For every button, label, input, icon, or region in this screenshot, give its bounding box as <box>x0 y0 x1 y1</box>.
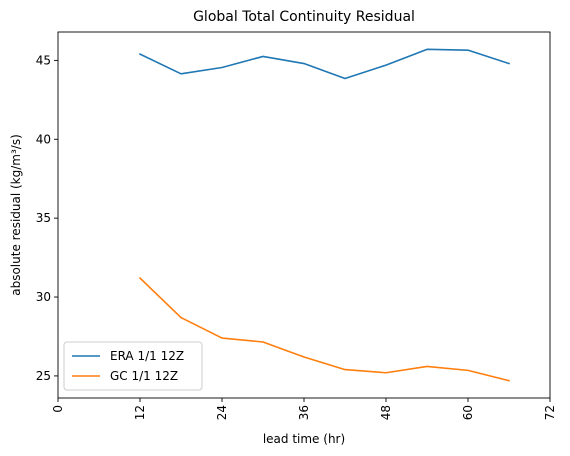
series-layer <box>138 48 511 382</box>
x-tick-label: 48 <box>379 405 393 420</box>
x-tick-label: 72 <box>543 405 557 420</box>
legend-label-2: GC 1/1 12Z <box>110 369 178 383</box>
y-tick-label: 40 <box>36 132 51 146</box>
series-line-1 <box>138 48 511 80</box>
legend-frame <box>63 341 203 391</box>
x-tick-label: 0 <box>51 405 65 413</box>
y-tick-label: 30 <box>36 290 51 304</box>
x-tick-label: 60 <box>461 405 475 420</box>
x-axis-label: lead time (hr) <box>263 432 345 446</box>
y-tick-label: 35 <box>36 211 51 225</box>
legend-label-1: ERA 1/1 12Z <box>110 349 184 363</box>
series-line-2 <box>138 276 510 382</box>
y-tick-label: 45 <box>36 53 51 67</box>
x-tick-label: 36 <box>297 405 311 420</box>
legend: ERA 1/1 12Z GC 1/1 12Z <box>63 341 203 391</box>
y-tick-label: 25 <box>36 369 51 383</box>
x-tick-label: 12 <box>133 405 147 420</box>
axes-layer: 0 12 24 36 48 60 72 25 30 35 40 45 <box>36 31 557 420</box>
y-axis-label: absolute residual (kg/m³/s) <box>9 134 23 296</box>
x-tick-label: 24 <box>215 405 229 420</box>
chart-title: Global Total Continuity Residual <box>193 9 415 25</box>
